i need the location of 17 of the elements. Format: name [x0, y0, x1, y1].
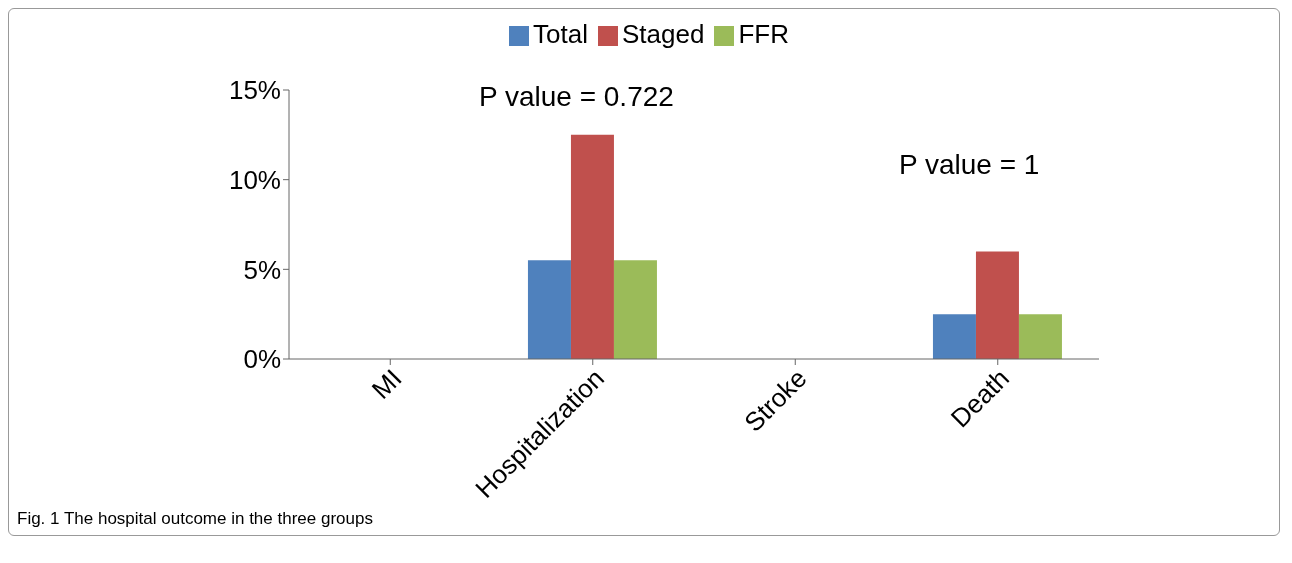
annotation: P value = 0.722 [479, 81, 674, 113]
x-tick-label: MI [365, 363, 408, 405]
legend-label: FFR [738, 19, 789, 49]
bar [1018, 314, 1062, 359]
y-tick-label: 10% [228, 164, 281, 195]
caption: Fig. 1 The hospital outcome in the three groups [16, 509, 374, 530]
bar [613, 260, 657, 359]
bar [975, 251, 1019, 359]
legend-label: Total [533, 19, 588, 49]
bar [527, 260, 571, 359]
y-tick-label: 15% [228, 75, 281, 106]
legend-label: Staged [621, 19, 705, 49]
bar [570, 134, 614, 359]
bar [932, 314, 976, 359]
annotation: P value = 1 [899, 149, 1040, 181]
y-tick-label: 5% [243, 254, 281, 285]
y-tick-label: 0% [243, 344, 281, 375]
